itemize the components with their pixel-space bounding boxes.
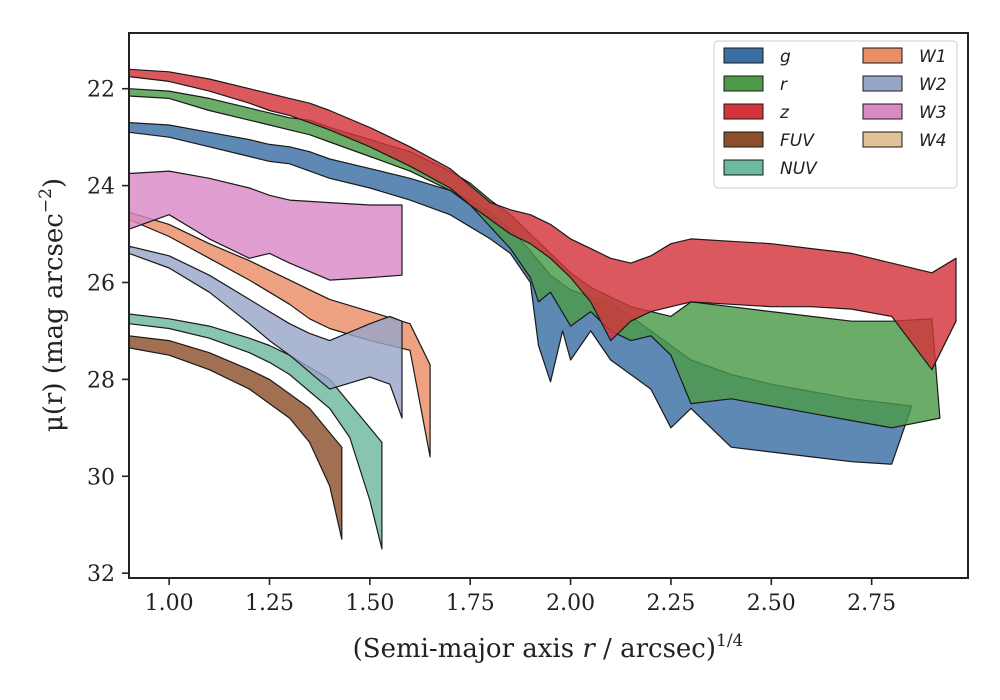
- legend-swatch-w3: [862, 103, 903, 120]
- legend-label-z: z: [779, 103, 790, 123]
- band-w3: [129, 170, 403, 281]
- x-tick-label: 1.75: [446, 591, 495, 616]
- legend-swatch-nuv: [723, 159, 764, 176]
- legend-swatch-w2: [862, 75, 903, 92]
- legend-swatch-g: [723, 47, 764, 64]
- legend-swatch-w4: [862, 131, 903, 148]
- band-layer: [129, 68, 957, 550]
- legend: grz FUV NUV W1 W2 W3 W4: [713, 40, 958, 189]
- legend-label-w2: W2: [919, 75, 947, 95]
- x-tick-label: 2.50: [747, 591, 796, 616]
- y-tick-label: 28: [87, 368, 115, 393]
- x-tick-label: 2.00: [546, 591, 595, 616]
- x-tick-label: 1.25: [245, 591, 294, 616]
- x-tick-label: 1.00: [145, 591, 194, 616]
- band-z: [129, 68, 957, 371]
- legend-swatch-w1: [862, 47, 903, 64]
- legend-swatch-r: [723, 75, 764, 92]
- legend-label-r: r: [780, 75, 788, 95]
- y-tick-label: 22: [87, 78, 115, 103]
- y-tick-label: 30: [87, 465, 115, 490]
- legend-label-w1: W1: [919, 47, 947, 67]
- y-tick-label: 32: [87, 562, 115, 587]
- band-nuv: [129, 313, 383, 550]
- legend-label-w4: W4: [919, 131, 947, 151]
- legend-label-w3: W3: [919, 103, 947, 123]
- x-tick-label: 2.25: [646, 591, 695, 616]
- x-axis-label: (Semi-major axis r / arcsec)1/4: [353, 631, 744, 664]
- legend-swatch-z: [723, 103, 764, 120]
- legend-label-nuv: NUV: [780, 159, 818, 179]
- legend-label-g: g: [780, 47, 791, 67]
- y-axis-label: μ(r) (mag arcsec−2): [36, 178, 69, 432]
- y-axis-ticks: 22 24 26 28 30 32: [87, 78, 129, 587]
- y-tick-label: 24: [87, 175, 115, 200]
- legend-label-fuv: FUV: [780, 131, 815, 151]
- band-w2: [129, 245, 403, 419]
- x-axis-ticks: 1.00 1.25 1.50 1.75 2.00 2.25 2.50 2.75: [145, 578, 896, 616]
- x-tick-label: 2.75: [847, 591, 896, 616]
- y-tick-label: 26: [87, 271, 115, 296]
- x-tick-label: 1.50: [345, 591, 394, 616]
- band-fuv: [129, 335, 343, 540]
- legend-swatch-fuv: [723, 131, 764, 148]
- plot-frame: [128, 32, 969, 579]
